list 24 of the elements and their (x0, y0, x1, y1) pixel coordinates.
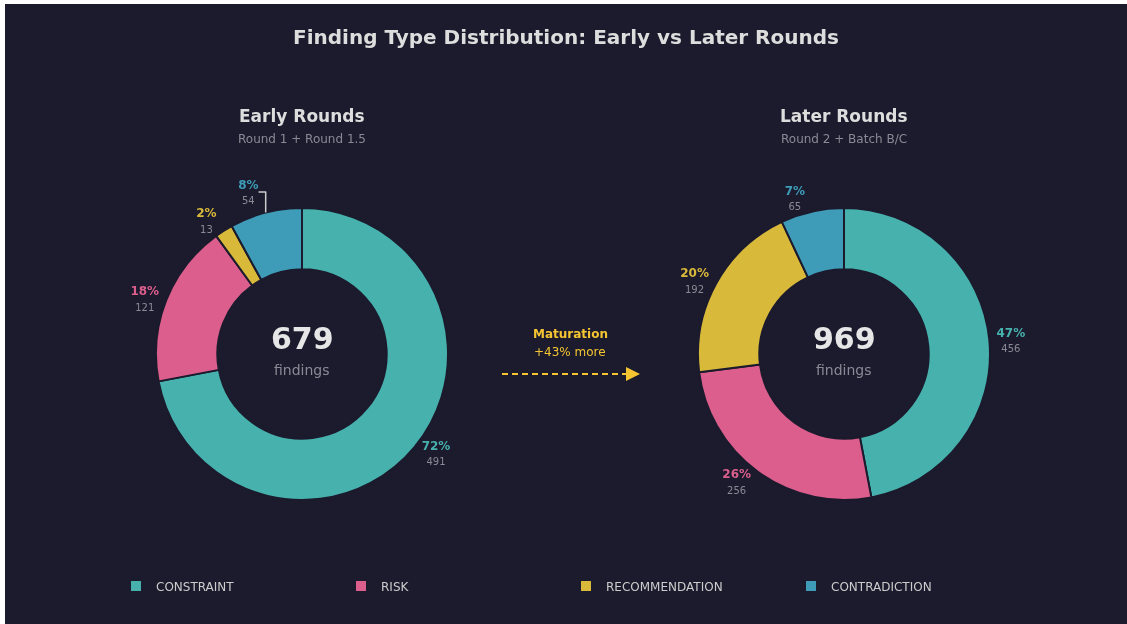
text: Finding Type Distribution: Early vs Later Rounds (293, 25, 839, 49)
donut-slice (157, 207, 449, 501)
data-label: 7% 65 (784, 183, 805, 213)
legend-label: RECOMMENDATION (606, 579, 723, 594)
chart-subtitle: Round 2 + Batch B/C (781, 132, 908, 146)
chart-title: Early Rounds (239, 106, 365, 126)
text: findings (274, 362, 330, 378)
text: 969 (813, 321, 876, 356)
text: 679 (271, 321, 334, 356)
data-label: 26% 256 (722, 467, 752, 496)
text: Maturation (533, 327, 608, 341)
data-label: 20% 192 (680, 266, 709, 295)
data-label: 2% 13 (196, 206, 217, 235)
legend-label: CONSTRAINT (156, 579, 235, 594)
legend-label: CONTRADICTION (831, 579, 932, 594)
data-label: 47% 456 (996, 325, 1026, 355)
data-label: 8% 54 (238, 177, 259, 207)
data-label: 72% 491 (421, 438, 451, 468)
text: +43% more (534, 345, 606, 359)
legend-label: RISK (381, 579, 410, 594)
data-label: 18% 121 (130, 284, 160, 313)
chart-title: Later Rounds (780, 106, 908, 126)
text: findings (816, 362, 872, 378)
chart-subtitle: Round 1 + Round 1.5 (238, 132, 366, 146)
